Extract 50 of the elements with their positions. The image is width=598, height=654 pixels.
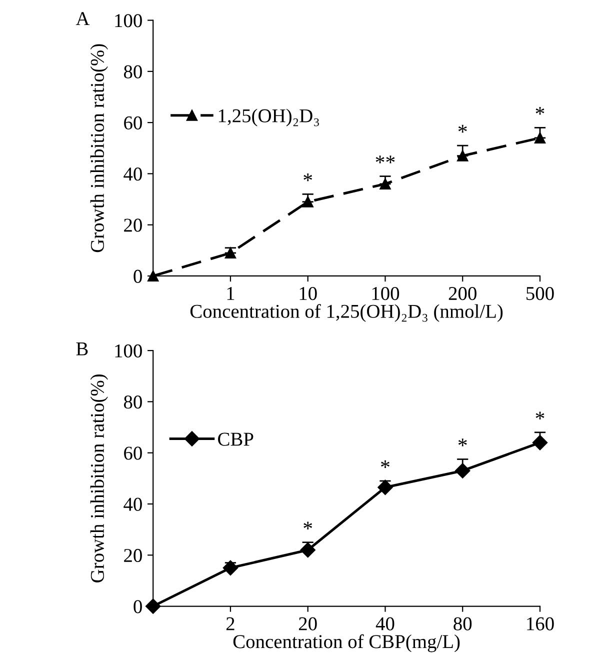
annotation: * <box>304 174 312 182</box>
point <box>380 178 391 190</box>
x-tick-label: 100 <box>372 286 400 300</box>
y-tick-label: 60 <box>124 116 142 130</box>
point <box>532 435 548 450</box>
x-tick-label: 20 <box>298 617 317 630</box>
y-tick-label: 80 <box>124 396 142 409</box>
annotation: * <box>536 412 544 420</box>
y-axis-title: Growth inhibition ratio(%) <box>90 374 108 582</box>
y-axis-title: Growth inhibition ratio(%) <box>90 44 108 252</box>
y-tick-label: 80 <box>124 65 142 78</box>
point <box>146 598 161 614</box>
point <box>457 150 468 162</box>
y-tick-label: 0 <box>134 270 142 283</box>
y-tick-label: 40 <box>124 498 142 511</box>
annotation: * <box>536 107 544 115</box>
y-tick-label: 100 <box>115 344 142 358</box>
y-tick-label: 20 <box>124 218 142 232</box>
text: A <box>76 12 90 25</box>
legend-label: 1,25(OH)₂D₃ <box>218 108 319 126</box>
x-axis-title: Concentration of CBP(mg/L) <box>233 634 460 652</box>
x-tick-label: 500 <box>526 286 554 300</box>
y-tick-label: 40 <box>124 168 142 181</box>
y-tick-label: 0 <box>134 600 142 614</box>
point <box>148 270 159 282</box>
point <box>302 196 314 208</box>
annotation: * <box>458 124 467 133</box>
annotation: * <box>458 438 467 446</box>
point <box>224 247 236 259</box>
x-tick-label: 160 <box>527 617 554 630</box>
y-tick-label: 20 <box>124 548 142 562</box>
annotation: ** <box>376 156 395 164</box>
text: B <box>76 342 88 356</box>
annotation: * <box>304 522 312 530</box>
point <box>300 542 316 558</box>
annotation: * <box>381 460 390 468</box>
y-tick-label: 100 <box>115 14 142 28</box>
x-tick-label: 80 <box>454 617 472 630</box>
point <box>222 560 238 576</box>
x-tick-label: 1 <box>227 287 234 300</box>
x-tick-label: 2 <box>226 617 234 630</box>
point <box>534 132 546 144</box>
y-tick-label: 60 <box>124 446 142 460</box>
x-tick-label: 40 <box>376 617 394 630</box>
legend-label: CBP <box>218 432 254 446</box>
x-tick-label: 200 <box>448 286 476 300</box>
x-axis-title: Concentration of 1,25(OH)₂D₃ (nmol/L) <box>190 304 503 322</box>
x-tick-label: 10 <box>300 286 317 300</box>
point <box>455 463 470 478</box>
point <box>378 480 393 495</box>
